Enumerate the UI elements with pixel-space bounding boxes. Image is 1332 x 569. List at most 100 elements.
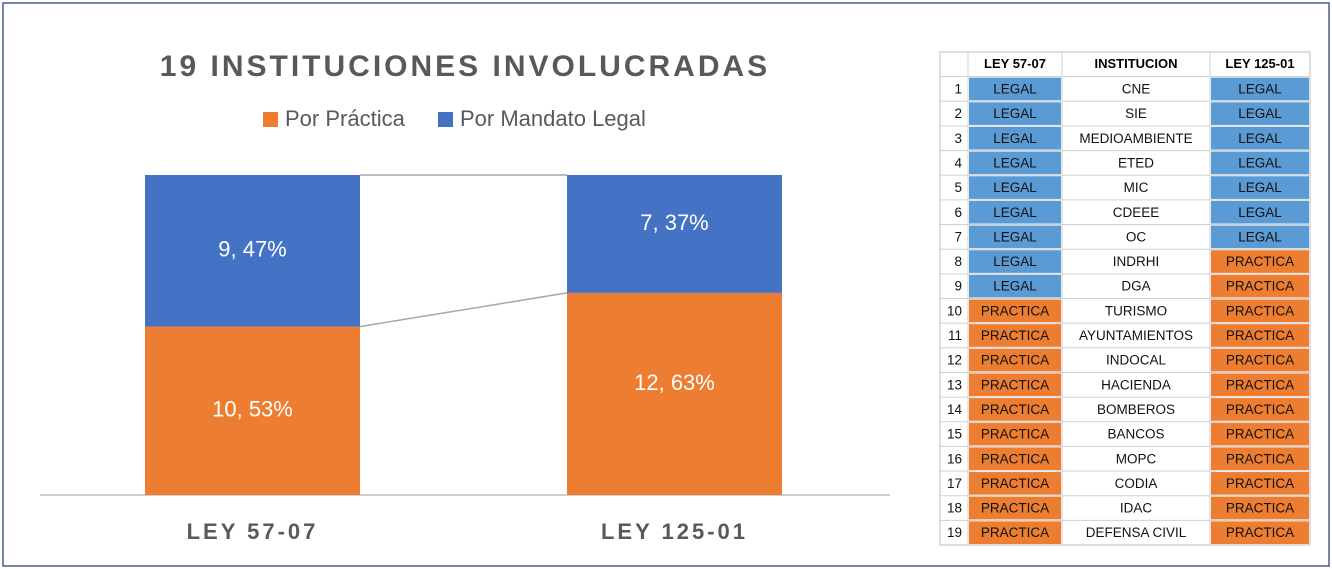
table-cell-text: CDEEE <box>1113 205 1160 220</box>
table-cell <box>969 176 1061 199</box>
table-cell-text: AYUNTAMIENTOS <box>1079 328 1193 343</box>
table-cell-text: 10 <box>947 303 962 318</box>
table-cell-text: MOPC <box>1116 451 1157 466</box>
table-cell-text: PRACTICA <box>1226 377 1294 392</box>
table-cell-text: INDOCAL <box>1106 353 1167 368</box>
table-cell-text: 1 <box>954 82 962 97</box>
table-cell-text: LEGAL <box>993 180 1037 195</box>
table-cell <box>1211 77 1309 101</box>
table-cell-text: PRACTICA <box>1226 254 1294 269</box>
table-cell <box>1211 274 1309 298</box>
legend-swatch <box>263 112 278 127</box>
table-cell-text: 7 <box>954 229 962 244</box>
table-header: INSTITUCION <box>1094 56 1177 71</box>
x-tick-label: LEY 125-01 <box>601 519 748 544</box>
table-cell-text: 18 <box>947 501 962 516</box>
table-cell <box>1211 472 1309 495</box>
table-cell <box>969 102 1061 125</box>
table-cell <box>1211 250 1309 273</box>
table-cell <box>1211 176 1309 199</box>
table-cell-text: PRACTICA <box>981 402 1049 417</box>
table-cell-text: OC <box>1126 229 1147 244</box>
table-cell-text: PRACTICA <box>1226 501 1294 516</box>
table-cell <box>969 447 1061 471</box>
table-cell-text: LEGAL <box>1238 205 1282 220</box>
series-line <box>359 292 568 328</box>
table-cell-text: PRACTICA <box>981 303 1049 318</box>
table-cell-text: MIC <box>1124 180 1149 195</box>
table-cell-text: 3 <box>954 131 962 146</box>
table-cell-text: CODIA <box>1115 476 1158 491</box>
table-cell <box>969 274 1061 298</box>
table-cell <box>1211 102 1309 125</box>
table-cell-text: LEGAL <box>993 82 1037 97</box>
table-cell-text: LEGAL <box>993 279 1037 294</box>
table-cell-text: LEGAL <box>1238 82 1282 97</box>
table-cell <box>969 348 1061 372</box>
table-cell <box>1211 225 1309 249</box>
table-cell-text: INDRHI <box>1113 254 1160 269</box>
table-cell-text: PRACTICA <box>1226 476 1294 491</box>
table-cell-text: DGA <box>1121 279 1150 294</box>
table-cell <box>969 299 1061 323</box>
table-cell <box>1211 348 1309 372</box>
table-cell-text: DEFENSA CIVIL <box>1086 525 1187 540</box>
data-label: 10, 53% <box>212 397 293 422</box>
table-cell-text: PRACTICA <box>981 427 1049 442</box>
table-cell-text: LEGAL <box>993 254 1037 269</box>
table-cell <box>969 250 1061 273</box>
table-cell <box>1211 299 1309 323</box>
table-cell-text: PRACTICA <box>1226 402 1294 417</box>
table-cell <box>1211 398 1309 421</box>
table-cell-text: MEDIOAMBIENTE <box>1079 131 1192 146</box>
table-cell <box>969 521 1061 544</box>
table-cell-text: BANCOS <box>1107 427 1164 442</box>
table-cell <box>1211 151 1309 175</box>
table-cell-text: PRACTICA <box>981 353 1049 368</box>
table-cell <box>1211 521 1309 544</box>
data-label: 9, 47% <box>218 237 287 262</box>
table-cell-text: 13 <box>947 377 962 392</box>
table-cell-text: 12 <box>947 353 962 368</box>
table-cell-text: PRACTICA <box>1226 303 1294 318</box>
table-cell <box>969 472 1061 495</box>
table-cell-text: IDAC <box>1120 501 1153 516</box>
table-cell-text: 19 <box>947 525 962 540</box>
table-cell-text: LEGAL <box>993 205 1037 220</box>
table-cell <box>1211 447 1309 471</box>
table-cell-text: PRACTICA <box>1226 353 1294 368</box>
table-cell <box>1211 200 1309 224</box>
table-cell-text: LEGAL <box>993 106 1037 121</box>
table-cell <box>969 422 1061 446</box>
table-cell-text: PRACTICA <box>981 476 1049 491</box>
table-cell <box>1211 324 1309 347</box>
table-cell-text: HACIENDA <box>1101 377 1171 392</box>
table-cell <box>969 373 1061 397</box>
table-cell-text: 4 <box>954 155 962 170</box>
table-cell <box>969 496 1061 520</box>
x-tick-label: LEY 57-07 <box>187 519 319 544</box>
table-cell <box>1211 496 1309 520</box>
legend-label: Por Práctica <box>285 106 406 131</box>
legend-swatch <box>438 112 453 127</box>
table-cell-text: TURISMO <box>1105 303 1167 318</box>
table-cell <box>969 77 1061 101</box>
table-cell <box>969 324 1061 347</box>
table-header: LEY 125-01 <box>1225 56 1294 71</box>
table-cell-text: ETED <box>1118 155 1154 170</box>
table-cell-text: LEGAL <box>1238 106 1282 121</box>
table-cell-text: PRACTICA <box>981 377 1049 392</box>
table-cell-text: 14 <box>947 402 963 417</box>
table-cell-text: 16 <box>947 451 962 466</box>
table-cell-text: PRACTICA <box>981 525 1049 540</box>
data-label: 12, 63% <box>634 370 715 395</box>
table-cell-text: LEGAL <box>1238 229 1282 244</box>
legend-label: Por Mandato Legal <box>460 106 646 131</box>
table-cell-text: LEGAL <box>993 229 1037 244</box>
table-cell-text: LEGAL <box>1238 180 1282 195</box>
table-cell-text: PRACTICA <box>1226 328 1294 343</box>
chart-title: 19 INSTITUCIONES INVOLUCRADAS <box>160 50 770 83</box>
